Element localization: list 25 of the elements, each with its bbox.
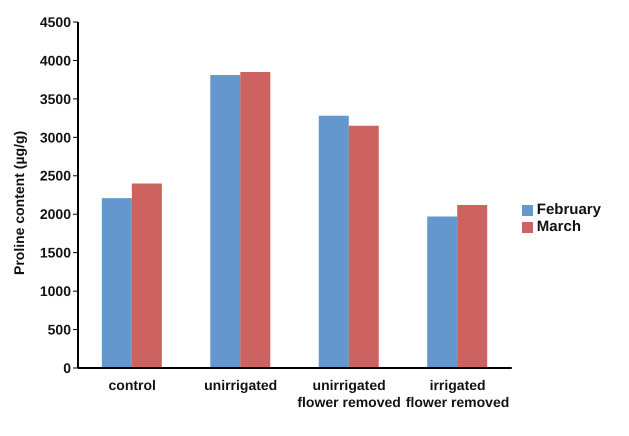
bar — [132, 183, 162, 368]
bar — [102, 198, 132, 368]
x-tick-label: unirrigated — [204, 377, 278, 393]
x-tick-label: irrigated flower removed — [406, 377, 510, 410]
y-axis-title: Proline content (µg/g) — [10, 130, 27, 275]
bar — [427, 216, 458, 368]
bar — [240, 72, 270, 368]
y-tick-label: 2000 — [40, 206, 72, 222]
bar — [318, 116, 349, 368]
y-tick-label: 4500 — [40, 14, 72, 30]
bar — [348, 126, 379, 368]
legend-label: March — [536, 218, 581, 235]
bar — [210, 75, 240, 368]
legend-label: February — [536, 201, 601, 218]
y-tick-label: 3500 — [40, 90, 72, 107]
y-tick-label: 1000 — [40, 283, 72, 300]
y-tick-label: 2500 — [40, 168, 72, 184]
x-tick-label: control — [108, 377, 156, 393]
y-tick-label: 3000 — [40, 129, 72, 146]
x-tick-label: unirrigated flower removed — [297, 377, 401, 410]
y-tick-label: 4000 — [40, 52, 72, 68]
y-tick-label: 0 — [63, 360, 72, 376]
bar — [457, 204, 488, 368]
y-tick-label: 1500 — [40, 244, 72, 261]
y-tick-label: 500 — [48, 322, 72, 338]
